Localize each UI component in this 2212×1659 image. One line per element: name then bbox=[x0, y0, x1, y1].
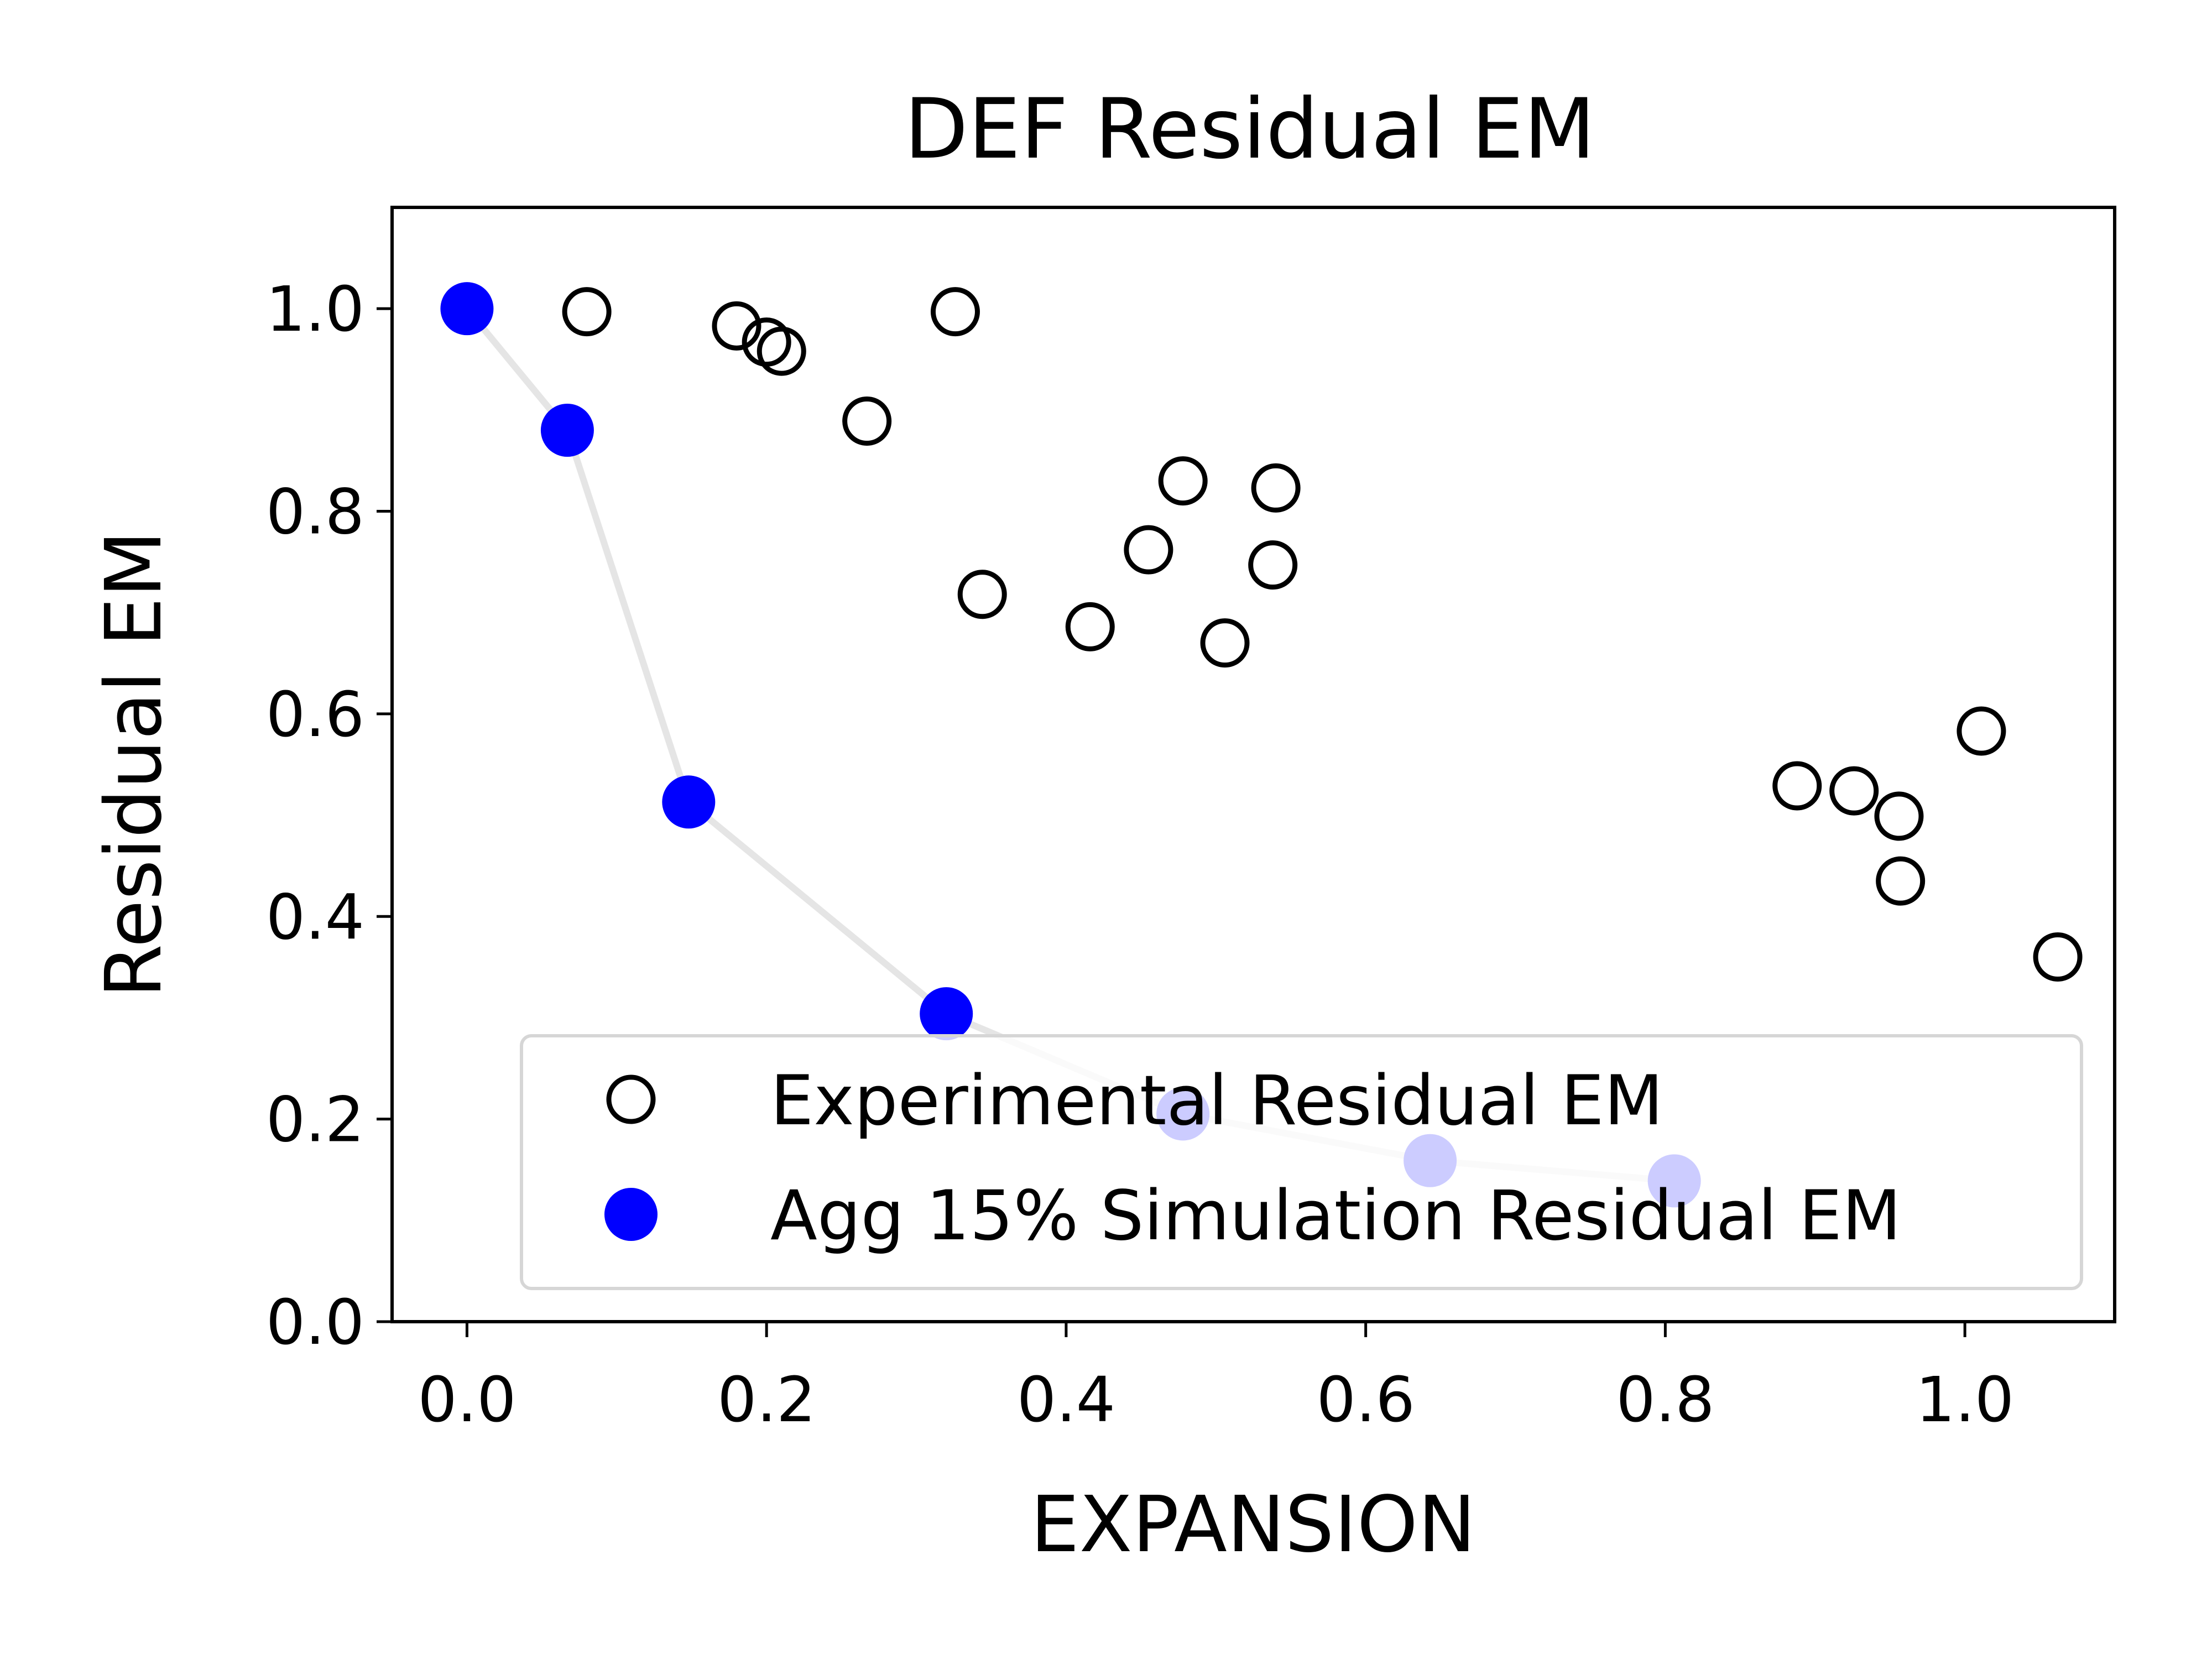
simulation-point bbox=[662, 775, 716, 829]
legend-label-simulation: Agg 15% Simulation Residual EM bbox=[770, 1176, 1901, 1256]
plot-frame bbox=[390, 206, 2116, 1323]
x-axis-label: EXPANSION bbox=[1030, 1480, 1475, 1570]
experimental-point bbox=[1829, 766, 1879, 816]
legend-box bbox=[520, 1034, 2083, 1290]
y-tick-label: 0.8 bbox=[266, 477, 364, 549]
simulation-point bbox=[440, 282, 494, 336]
simulation-point bbox=[540, 404, 594, 457]
simulation-point bbox=[920, 987, 973, 1041]
experimental-point bbox=[757, 326, 806, 376]
experimental-point bbox=[930, 287, 980, 337]
axis-ticks: 0.0 0.2 0.4 0.6 0.8 1.0 0.0 0.2 0.4 0.6 0.8 1.0 bbox=[266, 274, 2014, 1436]
y-tick-label: 0.6 bbox=[266, 679, 364, 751]
x-tick-label: 0.8 bbox=[1616, 1364, 1714, 1436]
experimental-point bbox=[957, 570, 1007, 619]
experimental-point bbox=[1065, 602, 1115, 651]
legend-marker-simulation bbox=[604, 1188, 658, 1241]
experimental-point bbox=[1124, 525, 1173, 575]
experimental-point bbox=[1158, 456, 1208, 506]
legend-label-experimental: Experimental Residual EM bbox=[770, 1061, 1663, 1141]
experimental-point bbox=[2033, 932, 2083, 982]
legend-marker-experimental bbox=[606, 1074, 656, 1124]
experimental-point bbox=[1874, 791, 1924, 841]
experimental-point bbox=[842, 397, 892, 446]
y-tick-label: 1.0 bbox=[266, 274, 364, 346]
experimental-point bbox=[1876, 856, 1926, 906]
x-tick-label: 0.4 bbox=[1017, 1364, 1115, 1436]
y-tick-label: 0.2 bbox=[266, 1084, 364, 1156]
experimental-point bbox=[1957, 706, 2006, 756]
experimental-point bbox=[1248, 540, 1298, 590]
x-tick-label: 1.0 bbox=[1916, 1364, 2014, 1436]
x-tick-label: 0.6 bbox=[1317, 1364, 1415, 1436]
experimental-point bbox=[1200, 618, 1250, 668]
x-tick-label: 0.0 bbox=[418, 1364, 516, 1436]
y-axis-label: Residual EM bbox=[89, 531, 179, 998]
chart-title: DEF Residual EM bbox=[904, 81, 1595, 178]
y-tick-label: 0.4 bbox=[266, 881, 364, 953]
experimental-point bbox=[1251, 463, 1301, 513]
legend: Experimental Residual EM Agg 15% Simulati… bbox=[520, 1034, 2083, 1290]
experimental-point bbox=[712, 301, 761, 351]
y-tick-label: 0.0 bbox=[266, 1287, 364, 1359]
experimental-point bbox=[1772, 761, 1822, 811]
x-tick-label: 0.2 bbox=[717, 1364, 816, 1436]
experimental-point bbox=[562, 287, 612, 337]
